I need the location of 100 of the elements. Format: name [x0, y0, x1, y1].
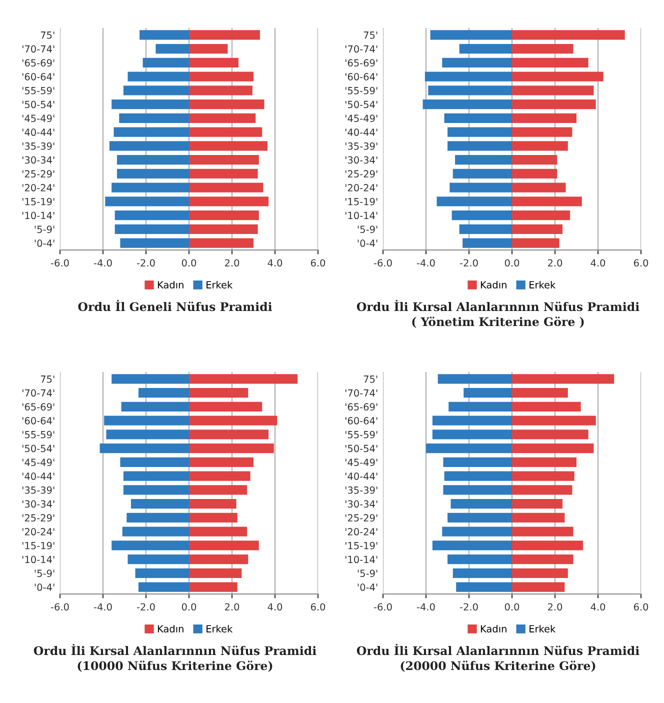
bar: [452, 210, 512, 220]
bar: [512, 141, 568, 151]
bar: [128, 72, 189, 82]
bar: [189, 512, 238, 523]
bar: [189, 526, 248, 536]
legend-label: Erkek: [530, 624, 556, 632]
y-tick-label: 75': [40, 376, 54, 383]
y-tick-label: '70-74': [345, 389, 378, 397]
y-tick-label: '60-64': [22, 73, 54, 80]
bar: [112, 540, 189, 550]
bar: [512, 210, 570, 220]
y-tick-label: '15-19': [345, 542, 378, 550]
x-tick-label: 0.0: [182, 259, 196, 267]
bar: [442, 58, 512, 68]
y-tick-label: '40-44': [345, 128, 378, 136]
legend-label: Erkek: [206, 280, 233, 288]
x-tick-label: 2.0: [224, 603, 240, 611]
y-tick-label: '60-64': [345, 73, 378, 80]
y-tick-label: '40-44': [22, 128, 54, 136]
bar: [438, 374, 512, 384]
x-tick-label: 0.0: [504, 603, 520, 611]
bar: [121, 402, 189, 412]
bar: [189, 58, 238, 68]
bar: [189, 154, 259, 165]
y-tick-label: '20-24': [22, 528, 54, 536]
x-tick-label: 4.0: [268, 259, 282, 267]
y-tick-label: '55-59': [345, 86, 378, 94]
bar: [464, 388, 512, 398]
bar: [512, 30, 625, 40]
y-tick-label: '70-74': [345, 45, 378, 53]
bar: [512, 44, 574, 54]
x-tick-label: -2.0: [136, 603, 155, 611]
bar: [512, 416, 596, 426]
bar: [116, 154, 189, 165]
y-tick-label: '5-9': [34, 570, 54, 578]
bar: [189, 430, 269, 440]
bar: [512, 485, 572, 495]
y-tick-label: '60-64': [345, 417, 378, 424]
bar: [432, 540, 512, 550]
bar: [189, 72, 254, 82]
y-tick-label: '55-59': [22, 86, 54, 94]
bar: [448, 127, 512, 137]
bar: [114, 127, 189, 137]
x-tick-label: -4.0: [94, 603, 112, 611]
y-tick-label: 75': [364, 32, 378, 39]
y-tick-label: '5-9': [358, 570, 378, 578]
legend-label: Kadın: [480, 624, 506, 632]
bar: [112, 182, 189, 192]
bar: [116, 168, 189, 179]
bar: [512, 430, 588, 440]
bar: [189, 374, 298, 384]
bar: [430, 30, 512, 40]
bar: [512, 554, 574, 564]
bar: [189, 30, 260, 40]
x-tick-label: -6.0: [374, 603, 392, 611]
bar: [512, 168, 558, 179]
text: Ordu İli Kırsal Alanlarınnın Nüfus Pramidi (10000 Nüfus Kriterine Göre): [34, 644, 316, 672]
y-tick-label: '30-34': [22, 156, 54, 164]
y-tick-label: '20-24': [345, 528, 378, 536]
x-tick-label: 2.0: [548, 259, 562, 267]
bar: [114, 224, 189, 234]
y-tick-label: '50-54': [22, 444, 54, 452]
y-tick-label: '30-34': [345, 156, 378, 164]
bar: [189, 554, 248, 564]
bar: [123, 485, 189, 495]
x-tick-label: 6.0: [310, 259, 326, 267]
x-tick-label: -2.0: [460, 259, 478, 267]
y-tick-label: '25-29': [345, 170, 378, 178]
y-tick-label: '10-14': [345, 212, 378, 220]
y-tick-label: '35-39': [345, 486, 378, 494]
bar: [138, 582, 189, 592]
y-tick-label: '0-4': [358, 240, 378, 247]
bar: [512, 540, 583, 550]
bar: [448, 512, 512, 523]
bar: [512, 154, 558, 165]
bar: [512, 127, 572, 137]
bar: [444, 471, 512, 481]
bar: [512, 443, 594, 454]
bar: [189, 141, 268, 151]
bar: [123, 471, 189, 481]
bar: [156, 44, 189, 54]
legend-label: Kadın: [158, 624, 184, 632]
bar: [189, 498, 236, 509]
bar: [109, 141, 189, 151]
y-tick-label: '30-34': [345, 500, 378, 508]
bar: [436, 196, 512, 206]
y-tick-label: '65-69': [22, 59, 54, 67]
y-tick-label: '15-19': [22, 542, 54, 550]
bar: [189, 457, 254, 468]
bar: [189, 182, 264, 192]
y-tick-label: '35-39': [22, 142, 54, 150]
bar: [459, 44, 512, 54]
y-tick-label: '55-59': [22, 430, 54, 438]
bar: [189, 471, 250, 481]
bar: [512, 512, 565, 523]
bar: [135, 568, 189, 578]
bar: [512, 72, 604, 82]
bar: [189, 540, 259, 550]
bar: [189, 582, 238, 592]
bar: [432, 430, 512, 440]
